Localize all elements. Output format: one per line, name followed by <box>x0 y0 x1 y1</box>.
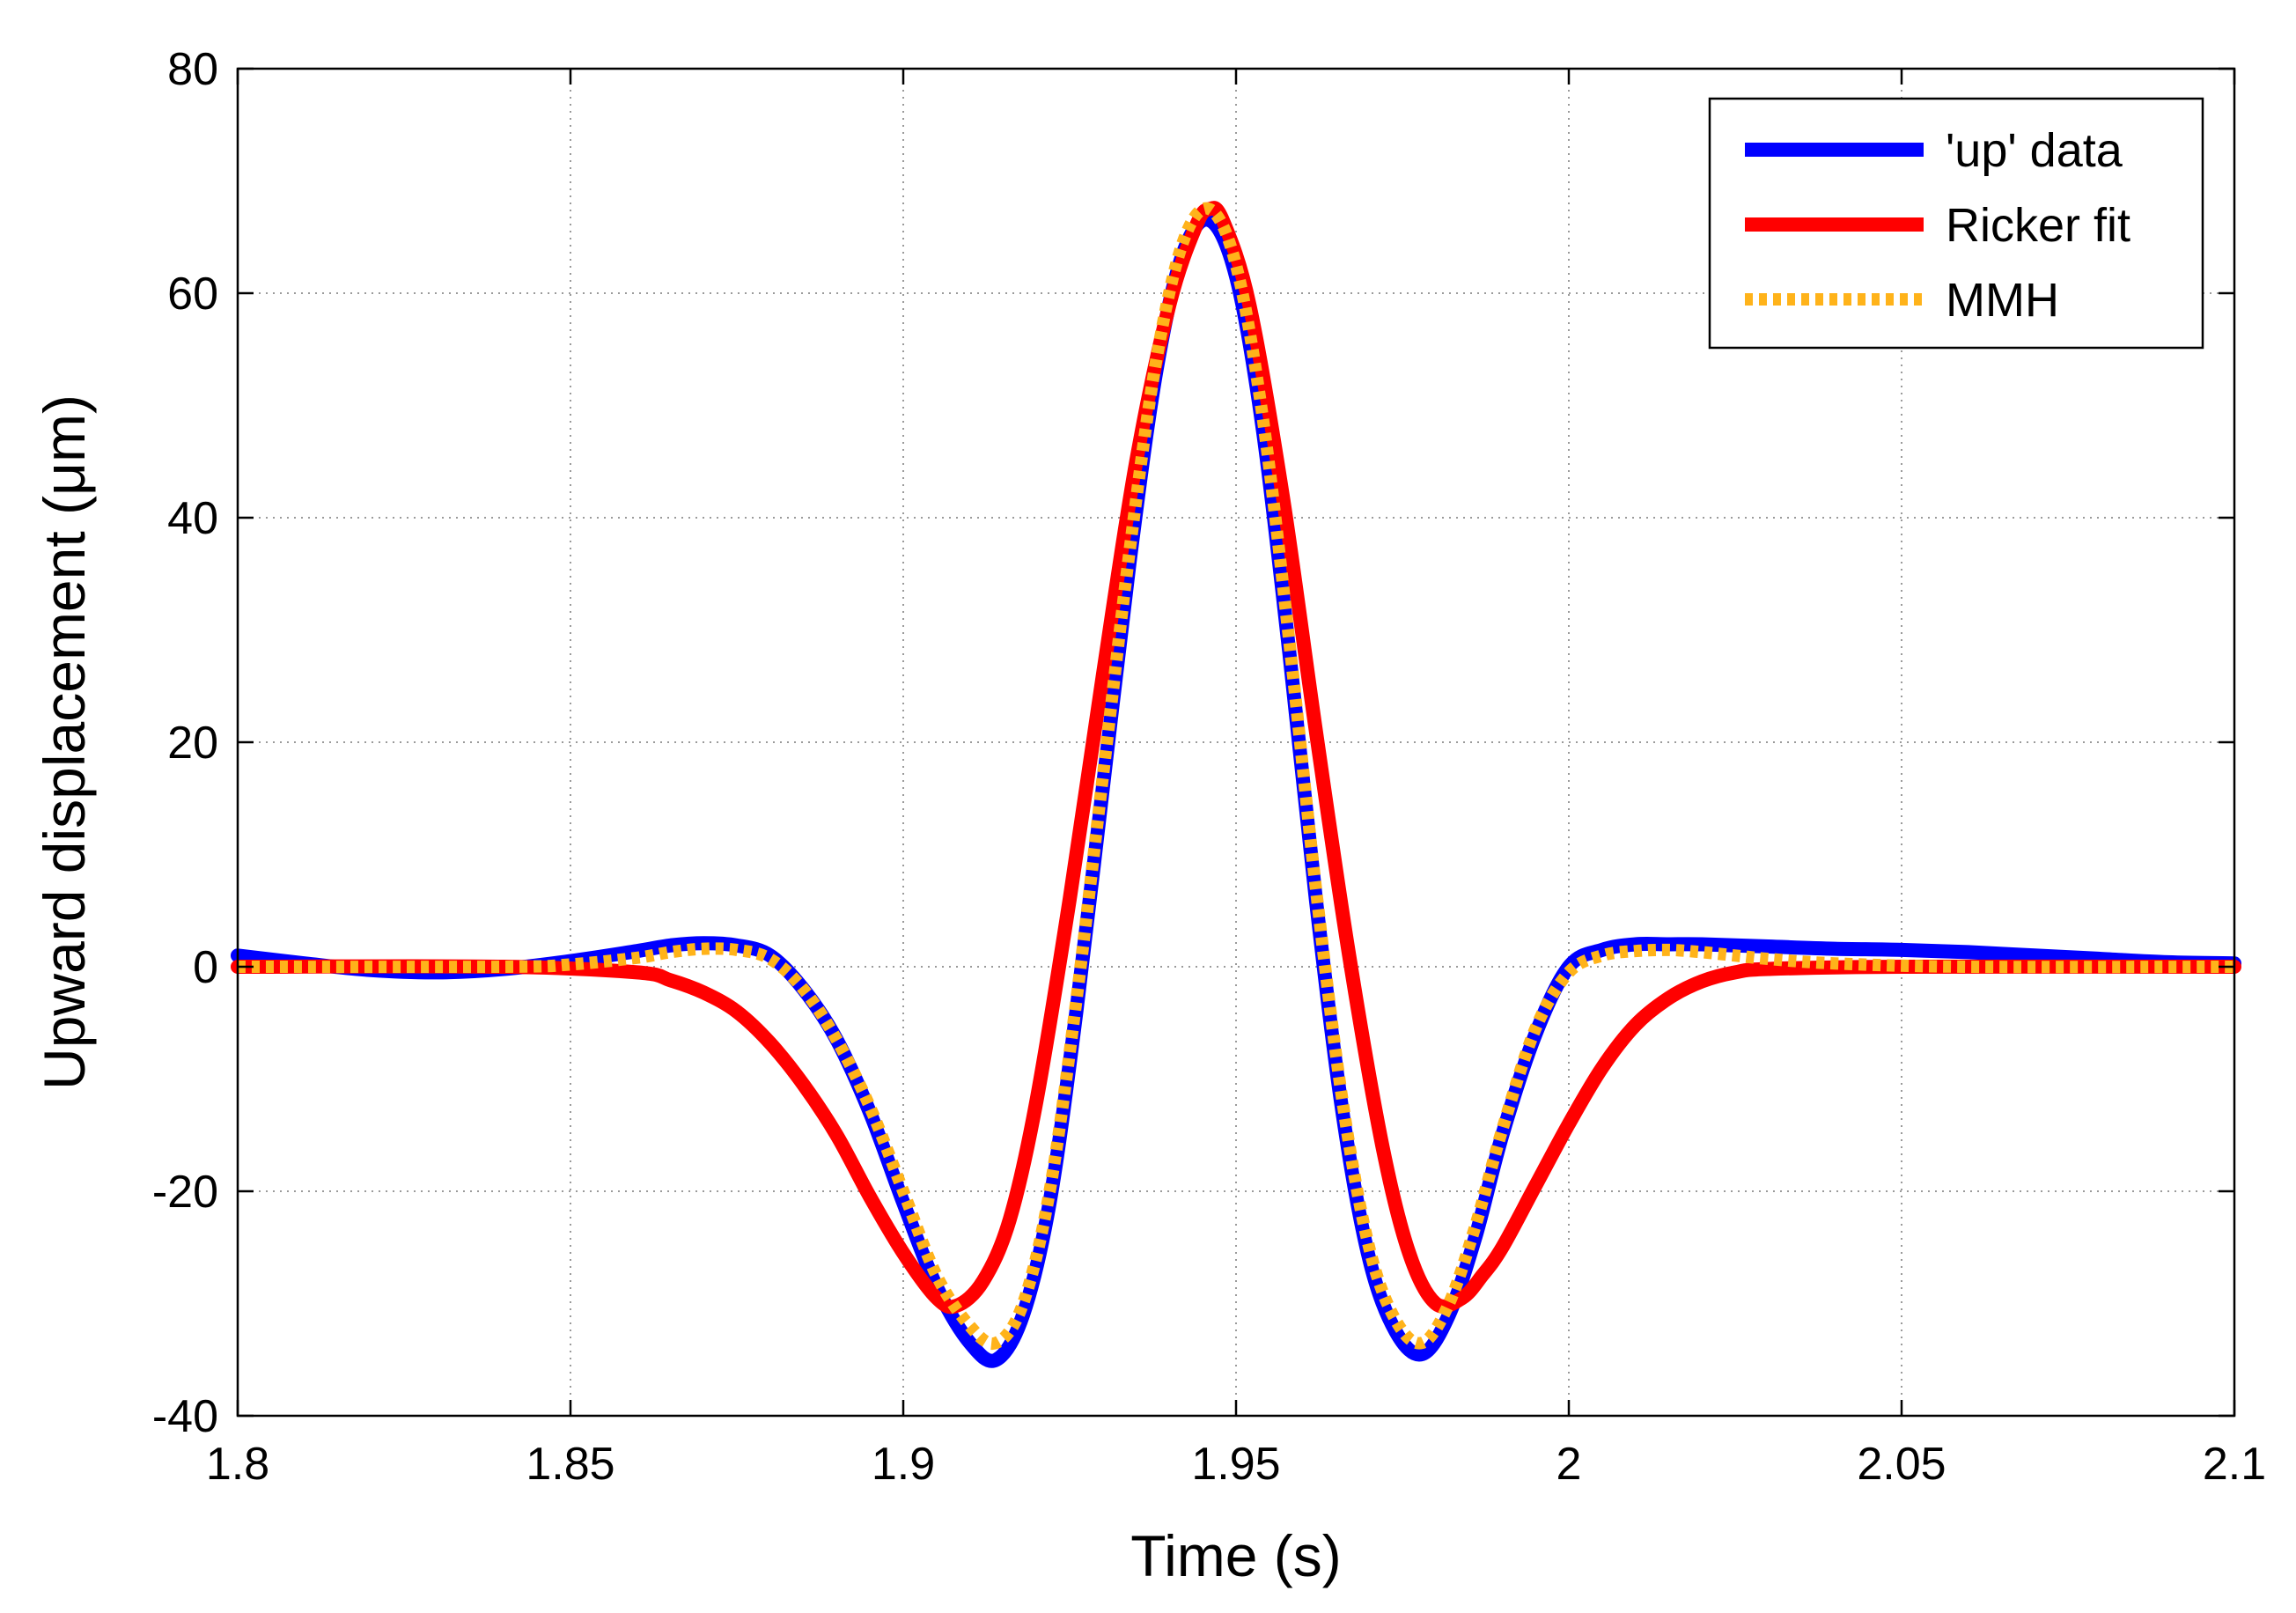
x-tick-label: 1.85 <box>526 1439 614 1490</box>
y-tick-label: 0 <box>193 942 218 993</box>
y-tick-label: -40 <box>152 1391 218 1442</box>
x-tick-label: 2.05 <box>1857 1439 1946 1490</box>
legend: 'up' data Ricker fit MMH <box>1708 97 2204 350</box>
x-tick-label: 1.9 <box>872 1439 935 1490</box>
y-tick-label: 40 <box>167 493 218 544</box>
y-tick-label: 20 <box>167 718 218 769</box>
x-tick-label: 2.1 <box>2203 1439 2266 1490</box>
series-group <box>231 201 2241 1368</box>
y-tick-label: 60 <box>167 269 218 320</box>
legend-label-up-data: 'up' data <box>1946 124 2123 177</box>
legend-label-ricker-fit: Ricker fit <box>1946 199 2130 252</box>
y-axis-title: Upward displacement (μm) <box>32 394 97 1090</box>
y-tick-label: -20 <box>152 1167 218 1218</box>
axis-ticks: 1.8 1.85 1.9 1.95 2 2.05 2.1 -40 -20 0 20 40 60 80 <box>152 44 2266 1490</box>
x-axis-title: Time (s) <box>1130 1523 1342 1588</box>
legend-label-mmh: MMH <box>1946 274 2059 327</box>
x-tick-label: 1.8 <box>206 1439 269 1490</box>
y-tick-label: 80 <box>167 44 218 95</box>
x-tick-label: 2 <box>1556 1439 1582 1490</box>
series-mmh <box>237 202 2235 1351</box>
x-tick-label: 1.95 <box>1191 1439 1280 1490</box>
